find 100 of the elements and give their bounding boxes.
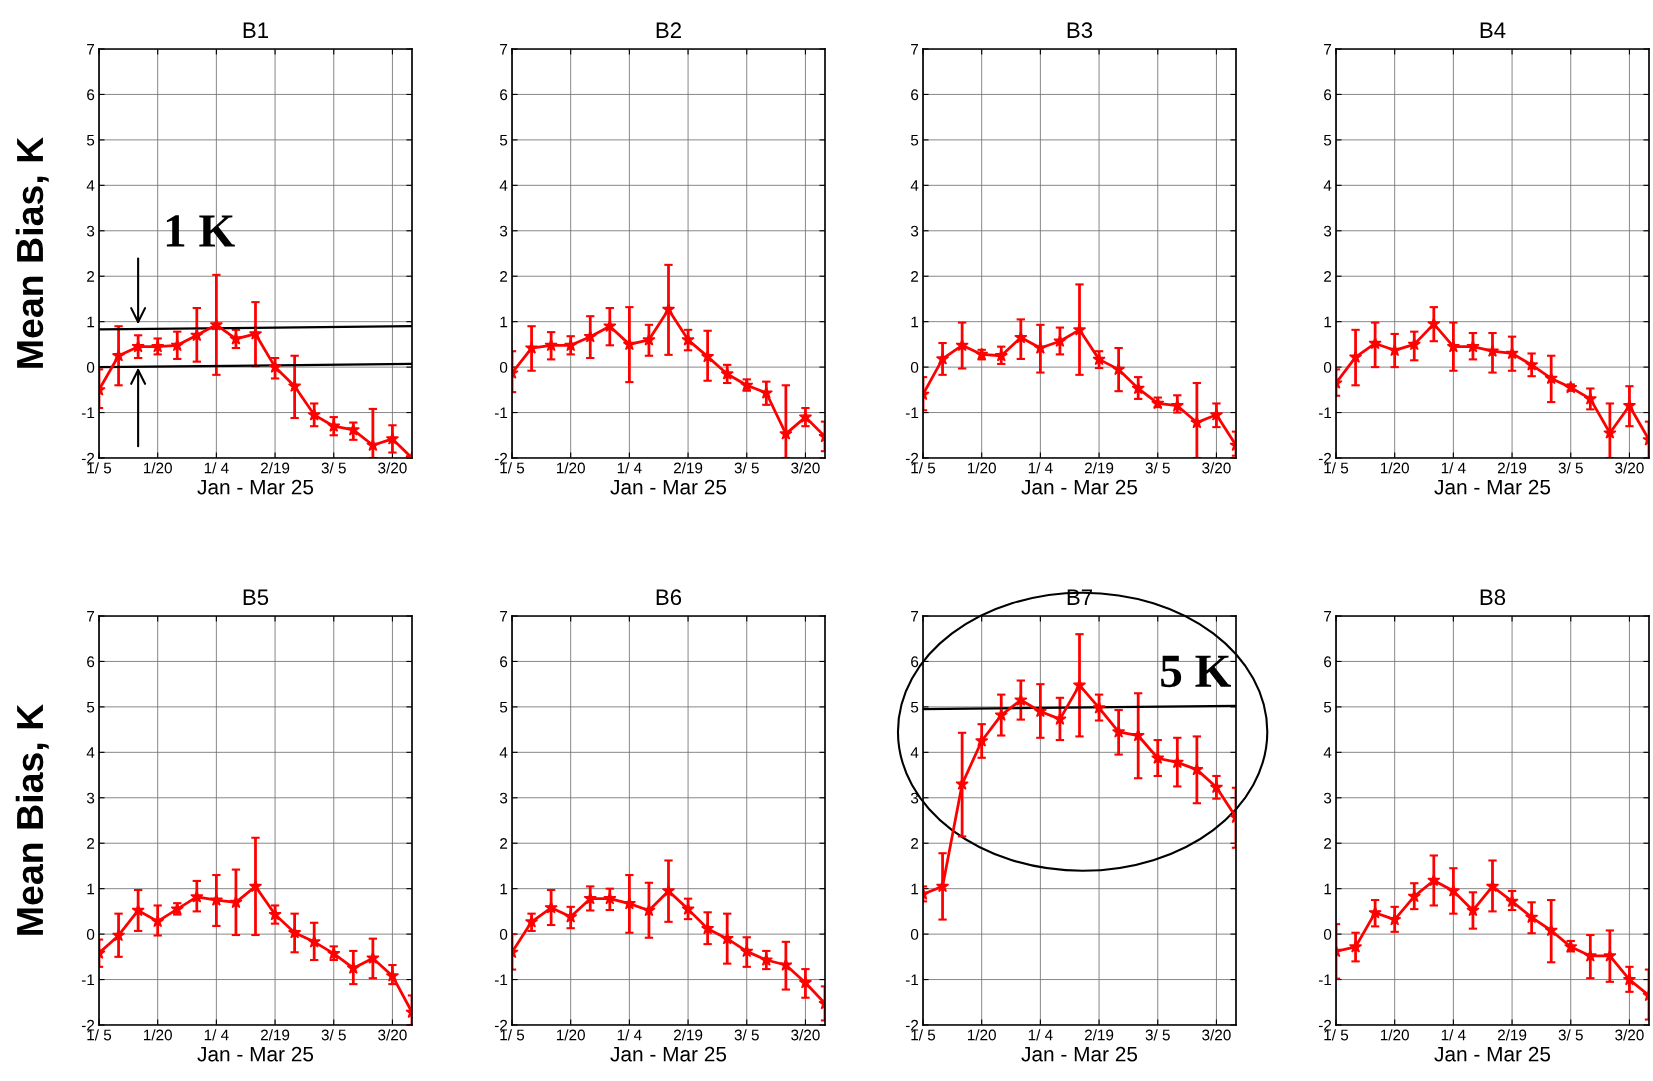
- y-tick-label: 5: [86, 701, 95, 713]
- y-tick-label: 6: [87, 656, 95, 668]
- y-tick-label: 2: [500, 271, 508, 282]
- x-tick-label: 1/20: [1380, 462, 1409, 474]
- x-tick-label: 3/ 5: [1145, 1029, 1170, 1041]
- y-tick-label: 1: [911, 316, 919, 328]
- y-tick-label: 4: [1323, 747, 1332, 758]
- y-tick-label: 3: [86, 225, 95, 237]
- x-tick-label: 3/ 5: [321, 462, 346, 474]
- x-tick-label: 1/ 4: [1441, 462, 1466, 474]
- y-tick-label: 1: [500, 316, 508, 328]
- y-tick-label: 3: [910, 792, 919, 804]
- x-tick-label: 3/20: [791, 1029, 820, 1041]
- y-tick-label: 4: [86, 747, 95, 758]
- chart-title: B6: [656, 589, 682, 606]
- y-tick-label: 7: [87, 44, 95, 55]
- x-tick-label: 3/20: [378, 1029, 407, 1041]
- x-tick-label: 1/ 4: [204, 1029, 229, 1041]
- y-tick-label: 5: [499, 701, 508, 713]
- y-tick-label: 6: [500, 89, 508, 101]
- y-tick-label: -2: [494, 452, 508, 464]
- y-tick-label: 3: [1323, 792, 1332, 804]
- x-tick-label: 1/20: [143, 462, 172, 474]
- y-tick-label: -2: [494, 1019, 508, 1031]
- y-tick-label: 2: [87, 271, 95, 282]
- y-tick-label: -1: [81, 974, 95, 986]
- y-tick-label: -2: [81, 452, 95, 464]
- x-tick-label: 1/ 5: [87, 1029, 112, 1041]
- y-tick-label: 4: [1323, 180, 1332, 191]
- x-tick-label: 2/19: [1497, 1029, 1527, 1041]
- y-tick-label: 1: [500, 883, 508, 895]
- y-tick-label: 3: [499, 225, 508, 237]
- y-tick-label: 5: [910, 701, 919, 713]
- y-tick-label: 0: [86, 928, 95, 940]
- y-tick-label: 0: [499, 361, 508, 373]
- y-axis-title: Mean Bias, K: [15, 137, 49, 368]
- x-axis-title: Jan - Mar 25: [610, 1046, 727, 1062]
- chart-title: B3: [1067, 22, 1093, 39]
- chart-title: B5: [243, 589, 269, 606]
- x-tick-label: 3/ 5: [1558, 1029, 1583, 1041]
- y-tick-label: 5: [499, 134, 508, 146]
- y-tick-label: 0: [1323, 361, 1332, 373]
- x-tick-label: 1/20: [967, 462, 996, 474]
- y-tick-label: 6: [911, 89, 919, 101]
- y-tick-label: 1: [1324, 316, 1332, 328]
- x-axis-title: Jan - Mar 25: [1021, 1046, 1138, 1062]
- y-tick-label: 1: [911, 883, 919, 895]
- y-tick-label: -1: [494, 974, 508, 986]
- x-tick-label: 1/20: [556, 462, 585, 474]
- x-tick-label: 1/ 5: [1324, 462, 1349, 474]
- y-tick-label: 5: [1323, 701, 1332, 713]
- y-tick-label: 7: [87, 611, 95, 622]
- y-axis-title: Mean Bias, K: [15, 704, 49, 935]
- x-tick-label: 1/ 5: [911, 1029, 936, 1041]
- y-tick-label: -2: [1318, 452, 1332, 464]
- y-tick-label: 4: [499, 180, 508, 191]
- y-tick-label: 0: [499, 928, 508, 940]
- y-tick-label: 3: [910, 225, 919, 237]
- y-tick-label: 7: [911, 44, 919, 55]
- x-tick-label: 3/ 5: [321, 1029, 346, 1041]
- y-tick-label: 7: [500, 611, 508, 622]
- x-axis-title: Jan - Mar 25: [1021, 479, 1138, 495]
- y-tick-label: 4: [499, 747, 508, 758]
- x-tick-label: 1/20: [556, 1029, 585, 1041]
- y-tick-label: 6: [1324, 656, 1332, 668]
- x-tick-label: 3/ 5: [1558, 462, 1583, 474]
- y-tick-label: 4: [910, 180, 919, 191]
- x-tick-label: 1/ 4: [1028, 462, 1053, 474]
- x-tick-label: 1/ 4: [1441, 1029, 1466, 1041]
- x-axis-title: Jan - Mar 25: [1434, 479, 1551, 495]
- y-tick-label: 2: [1324, 838, 1332, 849]
- y-tick-label: 6: [911, 656, 919, 668]
- y-tick-label: 3: [499, 792, 508, 804]
- x-axis-title: Jan - Mar 25: [197, 479, 314, 495]
- y-tick-label: -2: [1318, 1019, 1332, 1031]
- x-tick-label: 2/19: [673, 1029, 703, 1041]
- y-tick-label: 7: [1324, 611, 1332, 622]
- x-tick-label: 1/ 4: [204, 462, 229, 474]
- x-tick-label: 1/20: [143, 1029, 172, 1041]
- x-tick-label: 1/ 5: [911, 462, 936, 474]
- y-tick-label: 3: [1323, 225, 1332, 237]
- y-tick-label: 0: [910, 928, 919, 940]
- y-tick-label: 4: [910, 747, 919, 758]
- y-tick-label: 2: [1324, 271, 1332, 282]
- y-tick-label: 2: [500, 838, 508, 849]
- chart-title: B8: [1480, 589, 1506, 606]
- y-tick-label: 7: [500, 44, 508, 55]
- x-tick-label: 2/19: [260, 1029, 290, 1041]
- x-tick-label: 2/19: [260, 462, 290, 474]
- x-tick-label: 3/20: [1202, 1029, 1231, 1041]
- x-axis-title: Jan - Mar 25: [610, 479, 727, 495]
- x-tick-label: 1/20: [1380, 1029, 1409, 1041]
- y-tick-label: 7: [1324, 44, 1332, 55]
- annotation: 1 K: [166, 215, 235, 247]
- y-tick-label: -2: [905, 452, 919, 464]
- x-tick-label: 1/ 5: [87, 462, 112, 474]
- y-tick-label: 5: [910, 134, 919, 146]
- y-tick-label: 7: [911, 611, 919, 622]
- x-tick-label: 3/20: [791, 462, 820, 474]
- x-tick-label: 3/ 5: [1145, 462, 1170, 474]
